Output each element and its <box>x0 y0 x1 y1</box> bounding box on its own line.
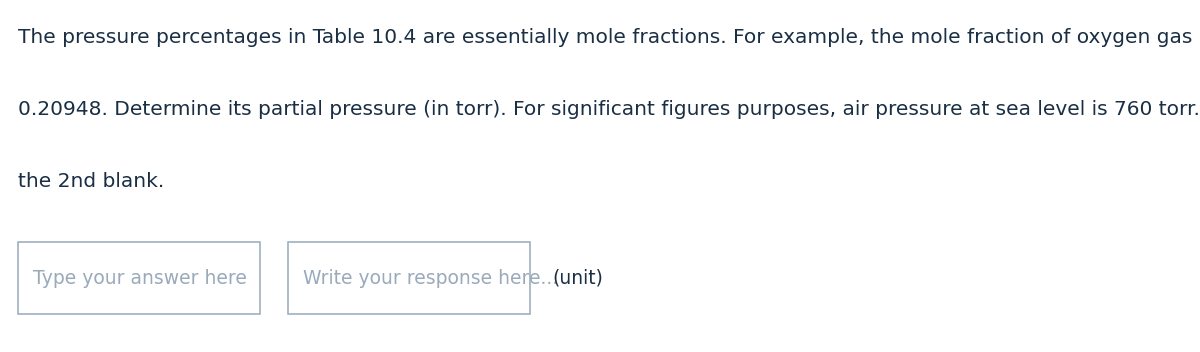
Text: The pressure percentages in Table 10.4 are essentially mole fractions. For examp: The pressure percentages in Table 10.4 a… <box>18 28 1200 47</box>
Bar <box>18 242 260 314</box>
Text: (unit): (unit) <box>552 269 602 288</box>
Text: Write your response here...: Write your response here... <box>302 269 558 288</box>
Text: the 2nd blank.: the 2nd blank. <box>18 172 164 191</box>
Text: Type your answer here: Type your answer here <box>32 269 247 288</box>
Text: 0.20948. Determine its partial pressure (in torr). For significant figures purpo: 0.20948. Determine its partial pressure … <box>18 100 1200 119</box>
Bar <box>288 242 530 314</box>
